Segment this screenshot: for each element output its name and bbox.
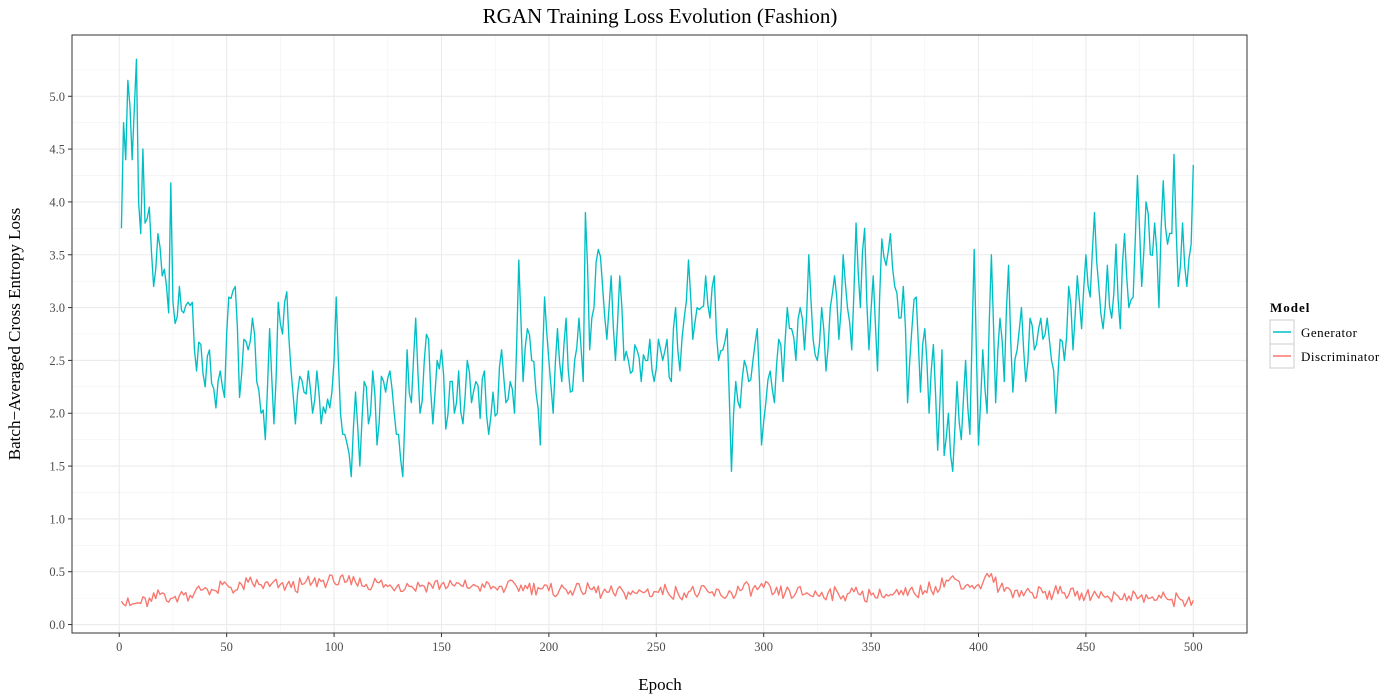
legend-item-generator: Generator [1269, 319, 1358, 345]
y-tick-label: 4.0 [49, 195, 65, 209]
legend-item-discriminator: Discriminator [1269, 343, 1380, 369]
legend-label-discriminator: Discriminator [1301, 349, 1380, 364]
y-tick-label: 1.0 [49, 512, 65, 526]
x-axis-title: Epoch [638, 675, 682, 694]
series-line-discriminator [120, 572, 1194, 608]
y-tick-label: 5.0 [49, 90, 65, 104]
x-tick-label: 50 [220, 640, 233, 654]
x-tick-label: 400 [969, 640, 988, 654]
y-tick-label: 0.0 [49, 618, 65, 632]
legend: Model Generator Discriminator [1269, 300, 1380, 369]
plot-panel-border [71, 34, 1248, 634]
chart-title: RGAN Training Loss Evolution (Fashion) [483, 4, 838, 28]
y-tick-label: 2.0 [49, 407, 65, 421]
y-axis-ticks: 0.0 0.5 1.0 1.5 2.0 2.5 3.0 3.5 4.0 4.5 5.0 [49, 90, 72, 632]
x-tick-label: 500 [1184, 640, 1203, 654]
x-axis-ticks: 0 50 100 150 200 250 300 350 400 450 500 [116, 633, 1203, 654]
y-axis-title: Batch−Averaged Cross Entropy Loss [5, 208, 24, 460]
legend-title: Model [1270, 300, 1310, 315]
x-tick-label: 150 [432, 640, 451, 654]
x-tick-label: 100 [325, 640, 344, 654]
x-tick-label: 200 [539, 640, 558, 654]
x-tick-label: 250 [647, 640, 666, 654]
y-tick-label: 1.5 [49, 460, 65, 474]
y-tick-label: 4.5 [49, 143, 65, 157]
y-tick-label: 3.0 [49, 301, 65, 315]
legend-label-generator: Generator [1301, 325, 1358, 340]
y-tick-label: 3.5 [49, 248, 65, 262]
series-layer [120, 58, 1194, 608]
x-tick-label: 350 [862, 640, 881, 654]
y-tick-label: 2.5 [49, 354, 65, 368]
x-tick-label: 0 [116, 640, 122, 654]
x-tick-label: 300 [754, 640, 773, 654]
series-line-generator [120, 58, 1194, 478]
y-tick-label: 0.5 [49, 565, 65, 579]
x-tick-label: 450 [1077, 640, 1096, 654]
